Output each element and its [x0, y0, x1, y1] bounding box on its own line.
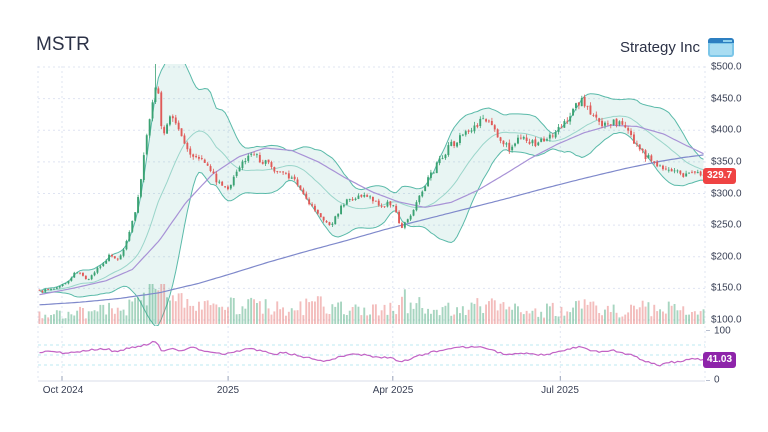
rsi-axis-label: 0 — [714, 374, 720, 386]
logo-titlebar — [708, 38, 734, 43]
x-axis-label: Apr 2025 — [372, 385, 414, 396]
y-axis-label: $450.0 — [711, 93, 742, 105]
y-axis-label: $250.0 — [711, 219, 742, 231]
y-axis-label: $100.0 — [711, 314, 742, 326]
y-axis-label: $300.0 — [711, 188, 742, 200]
x-axis-label: Oct 2024 — [42, 385, 84, 396]
rsi-axis-tick — [706, 330, 710, 331]
logo-body — [710, 44, 732, 55]
y-axis-label: $150.0 — [711, 282, 742, 294]
company-name: Strategy Inc — [619, 39, 700, 56]
y-axis-label: $500.0 — [711, 61, 742, 73]
x-axis-label: Jul 2025 — [541, 385, 579, 396]
last-price-badge: 329.7 — [703, 168, 737, 184]
y-axis-label: $200.0 — [711, 251, 742, 263]
company-header: Strategy Inc — [620, 38, 734, 57]
symbol-title: MSTR — [36, 34, 90, 55]
y-axis-label: $400.0 — [711, 124, 742, 136]
company-logo-icon — [708, 38, 734, 57]
rsi-axis-label: 100 — [714, 325, 731, 337]
x-axis-label: 2025 — [216, 385, 240, 396]
y-axis-label: $350.0 — [711, 156, 742, 168]
rsi-axis-tick — [706, 380, 710, 381]
rsi-value-badge: 41.03 — [703, 352, 737, 368]
